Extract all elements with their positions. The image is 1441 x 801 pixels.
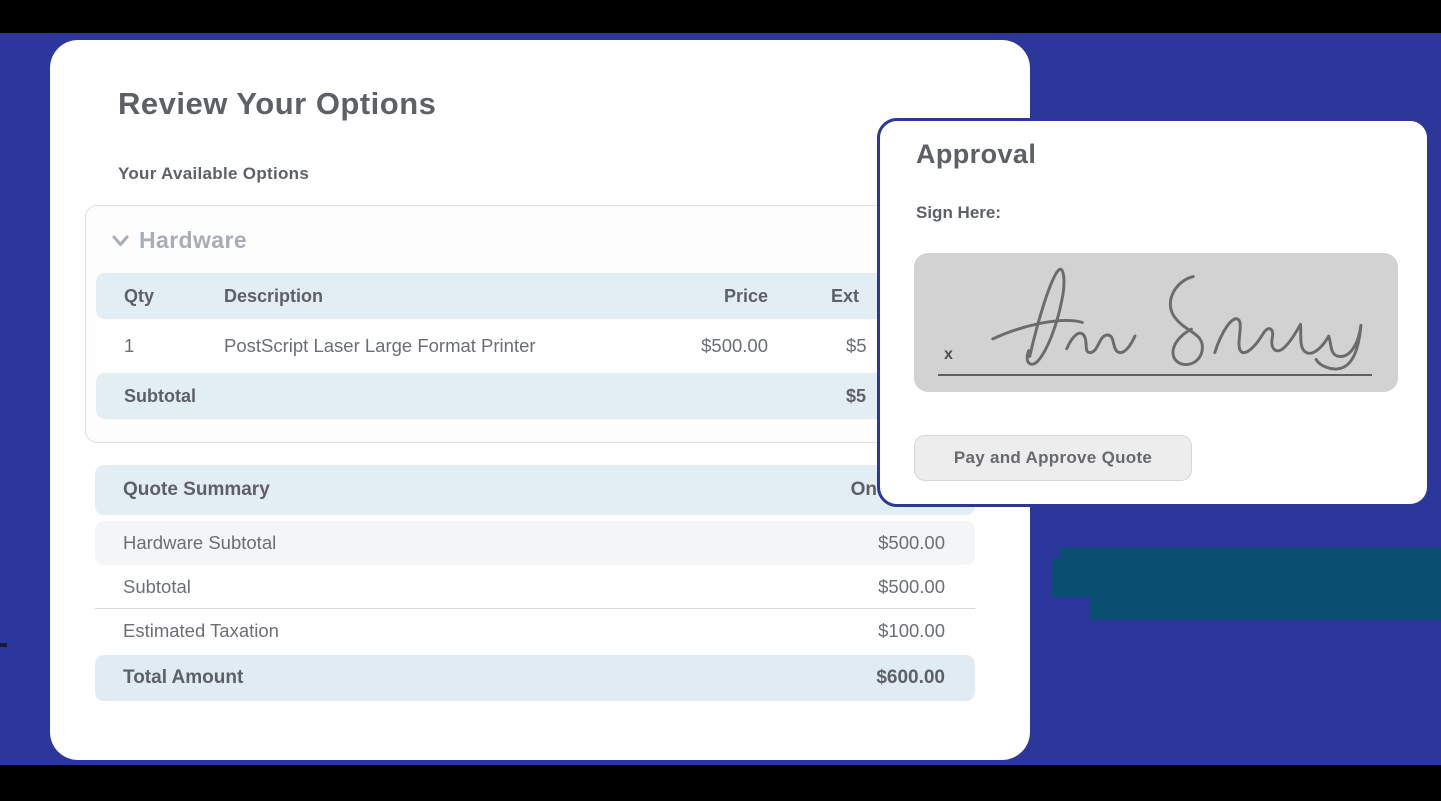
summary-row-value: $500.00: [878, 532, 945, 553]
description-column-header: Description: [224, 285, 324, 306]
signature-pad[interactable]: x: [914, 253, 1398, 392]
sign-here-label: Sign Here:: [916, 203, 1002, 222]
approval-card: Approval Sign Here: x Pay and Approve Qu…: [877, 118, 1430, 507]
summary-row-hardware-subtotal: Hardware Subtotal $500.00: [95, 521, 975, 565]
hardware-section-label: Hardware: [139, 226, 248, 253]
chevron-down-icon: [112, 234, 129, 246]
total-amount-value: $600.00: [876, 667, 945, 688]
teal-artifact-block: [1060, 548, 1441, 560]
teal-artifact-block: [1090, 597, 1441, 620]
signature-stroke: [991, 267, 1363, 371]
total-amount-label: Total Amount: [123, 667, 244, 688]
summary-row-value: $100.00: [878, 620, 945, 641]
signature-x-marker: x: [944, 346, 953, 363]
extended-column-header: Ext: [831, 285, 860, 306]
summary-row-label: Estimated Taxation: [123, 620, 279, 641]
item-price: $500.00: [701, 335, 768, 356]
quote-summary-label: Quote Summary: [123, 479, 270, 500]
hardware-subtotal-row: Subtotal $5: [96, 373, 974, 419]
quote-summary-table: Quote Summary On Hardware Subtotal $500.…: [95, 465, 975, 701]
subtotal-label: Subtotal: [124, 385, 196, 406]
pay-and-approve-button[interactable]: Pay and Approve Quote: [914, 435, 1192, 481]
table-row: 1 PostScript Laser Large Format Printer …: [96, 319, 974, 373]
summary-row-label: Hardware Subtotal: [123, 532, 277, 553]
available-options-label: Your Available Options: [118, 164, 310, 183]
page-title: Review Your Options: [118, 86, 437, 121]
hardware-table-header-row: Qty Description Price Ext: [96, 273, 974, 319]
summary-total-row: Total Amount $600.00: [95, 655, 975, 701]
item-extended-price: $5: [846, 335, 867, 356]
hardware-section-toggle[interactable]: Hardware: [112, 224, 247, 256]
quote-summary-header-row: Quote Summary On: [95, 465, 975, 515]
qty-column-header: Qty: [124, 285, 155, 306]
item-qty: 1: [124, 335, 135, 356]
item-description: PostScript Laser Large Format Printer: [224, 335, 536, 356]
teal-artifact-block: [1052, 558, 1441, 597]
price-column-header: Price: [723, 285, 768, 306]
quote-review-card: Review Your Options Your Available Optio…: [50, 40, 1030, 760]
summary-row-estimated-taxation: Estimated Taxation $100.00: [95, 609, 975, 653]
quote-summary-right-header: On: [850, 479, 877, 500]
summary-row-label: Subtotal: [123, 575, 191, 597]
approval-title: Approval: [916, 139, 1037, 169]
signature-line: [938, 374, 1372, 376]
left-edge-artifact: [0, 643, 7, 647]
subtotal-extended-value: $5: [846, 385, 867, 406]
summary-row-subtotal: Subtotal $500.00: [95, 565, 975, 609]
hardware-section: Hardware Qty Description Price Ext 1 Pos…: [85, 205, 985, 443]
hardware-table: Qty Description Price Ext 1 PostScript L…: [96, 273, 974, 419]
summary-row-value: $500.00: [878, 575, 945, 597]
